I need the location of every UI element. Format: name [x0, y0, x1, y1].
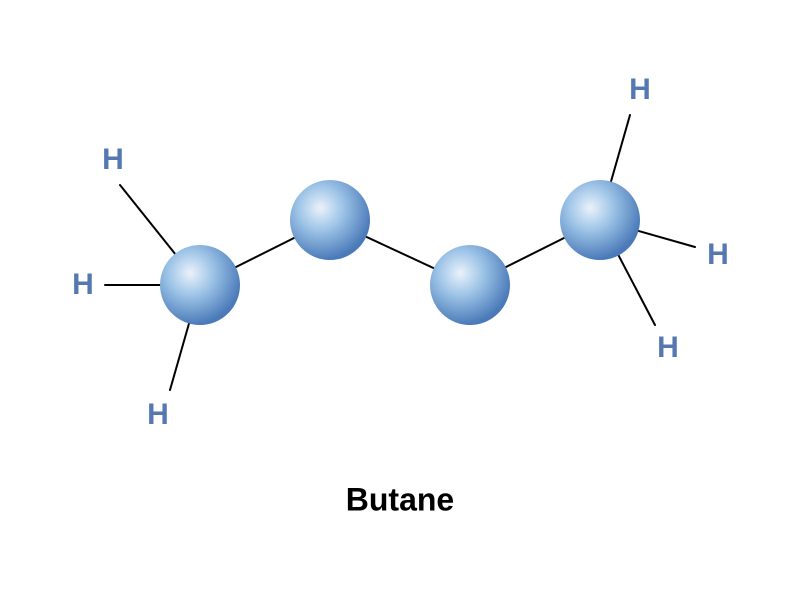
carbon-atom-1 — [290, 180, 370, 260]
hydrogen-label-2: H — [147, 398, 169, 432]
hydrogen-label-4: H — [707, 238, 729, 272]
carbon-atom-0 — [160, 245, 240, 325]
molecule-title: Butane — [346, 482, 454, 519]
carbon-atom-2 — [430, 245, 510, 325]
ch-bond-2 — [170, 320, 190, 390]
hydrogen-label-1: H — [72, 268, 94, 302]
carbon-atom-3 — [560, 180, 640, 260]
hydrogen-label-5: H — [657, 331, 679, 365]
molecule-canvas: H H H H H H Butane — [0, 0, 800, 595]
ch-bond-4 — [635, 230, 695, 247]
ch-bond-5 — [617, 253, 655, 325]
hydrogen-label-0: H — [102, 143, 124, 177]
ch-bond-3 — [610, 115, 630, 185]
hydrogen-label-3: H — [629, 73, 651, 107]
ch-bond-0 — [120, 185, 177, 256]
